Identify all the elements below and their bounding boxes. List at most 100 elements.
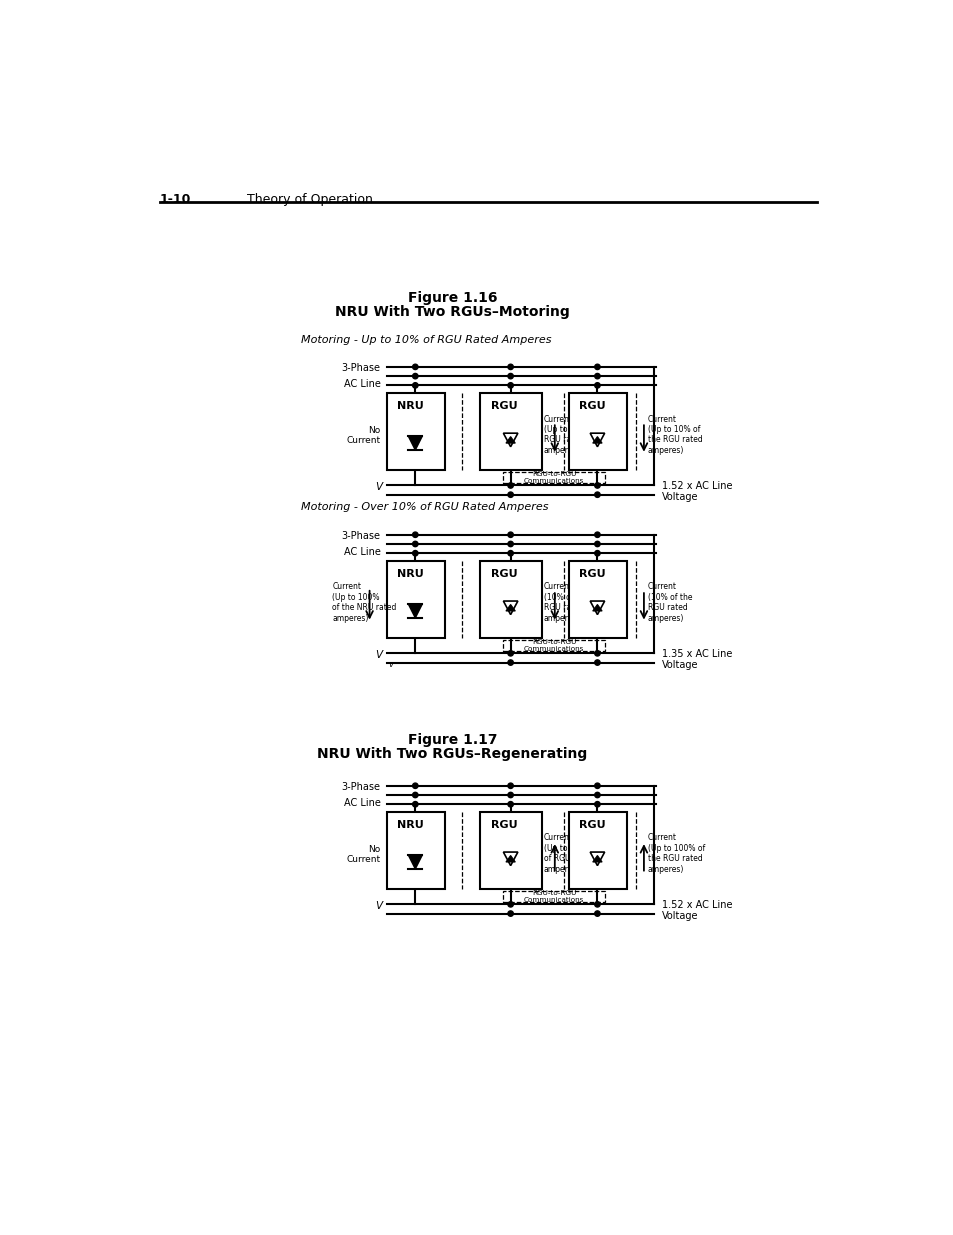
Text: V: V bbox=[375, 650, 382, 659]
Text: NRU: NRU bbox=[396, 401, 423, 411]
Polygon shape bbox=[590, 601, 604, 615]
Circle shape bbox=[507, 651, 513, 656]
Circle shape bbox=[507, 492, 513, 498]
Text: 1.52 x AC Line
Voltage: 1.52 x AC Line Voltage bbox=[661, 900, 732, 921]
Circle shape bbox=[594, 651, 599, 656]
Text: Current
(Up to 100%
of the NRU rated
amperes): Current (Up to 100% of the NRU rated amp… bbox=[332, 583, 396, 622]
Text: AC Line: AC Line bbox=[343, 547, 380, 557]
Text: 1.52 x AC Line
Voltage: 1.52 x AC Line Voltage bbox=[661, 480, 732, 503]
Text: Motoring - Over 10% of RGU Rated Amperes: Motoring - Over 10% of RGU Rated Amperes bbox=[301, 503, 548, 513]
Polygon shape bbox=[592, 604, 601, 611]
Bar bbox=[502, 892, 604, 902]
Circle shape bbox=[507, 364, 513, 369]
Text: AC Line: AC Line bbox=[343, 379, 380, 389]
Polygon shape bbox=[408, 855, 422, 869]
Polygon shape bbox=[505, 604, 515, 611]
Text: Motoring - Up to 10% of RGU Rated Amperes: Motoring - Up to 10% of RGU Rated Ampere… bbox=[301, 335, 551, 345]
Text: Figure 1.17: Figure 1.17 bbox=[407, 734, 497, 747]
Circle shape bbox=[507, 911, 513, 916]
Polygon shape bbox=[590, 433, 604, 447]
Circle shape bbox=[507, 783, 513, 788]
Circle shape bbox=[412, 541, 417, 547]
Bar bbox=[568, 811, 626, 889]
Circle shape bbox=[412, 551, 417, 556]
Polygon shape bbox=[408, 604, 422, 618]
Text: Current
(Up to 100%
of RGU rated
amperes): Current (Up to 100% of RGU rated amperes… bbox=[543, 834, 593, 873]
Text: v: v bbox=[388, 661, 393, 669]
Text: Current
(Up to 10% of
the RGU rated
amperes): Current (Up to 10% of the RGU rated ampe… bbox=[647, 415, 701, 454]
Circle shape bbox=[507, 551, 513, 556]
Circle shape bbox=[507, 902, 513, 906]
Polygon shape bbox=[592, 437, 601, 443]
Text: v: v bbox=[388, 395, 393, 404]
Polygon shape bbox=[408, 436, 422, 450]
Circle shape bbox=[507, 532, 513, 537]
Text: 3-Phase: 3-Phase bbox=[341, 531, 380, 541]
Circle shape bbox=[507, 373, 513, 379]
Text: No
Current: No Current bbox=[346, 845, 380, 864]
Circle shape bbox=[594, 483, 599, 488]
Polygon shape bbox=[592, 856, 601, 862]
Text: 3-Phase: 3-Phase bbox=[341, 782, 380, 793]
Text: RGU-to-RGU
Communications: RGU-to-RGU Communications bbox=[523, 890, 583, 903]
Text: RGU: RGU bbox=[490, 401, 517, 411]
Text: Current
(10% of the
RGU rated
amperes): Current (10% of the RGU rated amperes) bbox=[647, 583, 692, 622]
Bar bbox=[479, 811, 541, 889]
Bar bbox=[502, 472, 604, 483]
Text: RGU-to-RGU
Communications: RGU-to-RGU Communications bbox=[523, 640, 583, 652]
Circle shape bbox=[594, 373, 599, 379]
Text: v: v bbox=[388, 814, 393, 824]
Bar bbox=[386, 811, 444, 889]
Circle shape bbox=[594, 783, 599, 788]
Polygon shape bbox=[505, 856, 515, 862]
Text: NRU With Two RGUs–Motoring: NRU With Two RGUs–Motoring bbox=[335, 305, 569, 319]
Circle shape bbox=[412, 383, 417, 388]
Polygon shape bbox=[505, 437, 515, 443]
Circle shape bbox=[507, 659, 513, 666]
Polygon shape bbox=[590, 852, 604, 866]
Text: RGU: RGU bbox=[490, 820, 517, 830]
Circle shape bbox=[594, 541, 599, 547]
Text: NRU: NRU bbox=[396, 568, 423, 579]
Bar bbox=[386, 393, 444, 471]
Bar bbox=[502, 640, 604, 651]
Text: No
Current: No Current bbox=[346, 426, 380, 445]
Circle shape bbox=[594, 911, 599, 916]
Circle shape bbox=[507, 802, 513, 806]
Text: 1-10: 1-10 bbox=[159, 193, 191, 206]
Bar bbox=[386, 561, 444, 638]
Text: RGU: RGU bbox=[490, 568, 517, 579]
Bar bbox=[479, 561, 541, 638]
Circle shape bbox=[594, 659, 599, 666]
Bar bbox=[568, 561, 626, 638]
Circle shape bbox=[594, 492, 599, 498]
Text: V: V bbox=[375, 482, 382, 492]
Text: v: v bbox=[388, 563, 393, 572]
Text: RGU: RGU bbox=[578, 401, 605, 411]
Circle shape bbox=[412, 802, 417, 806]
Bar bbox=[479, 393, 541, 471]
Polygon shape bbox=[503, 601, 517, 615]
Text: RGU: RGU bbox=[578, 568, 605, 579]
Circle shape bbox=[594, 802, 599, 806]
Polygon shape bbox=[503, 433, 517, 447]
Circle shape bbox=[594, 383, 599, 388]
Circle shape bbox=[412, 364, 417, 369]
Circle shape bbox=[412, 783, 417, 788]
Text: Current
(10% of
RGU rated
amperes): Current (10% of RGU rated amperes) bbox=[543, 583, 583, 622]
Bar bbox=[568, 393, 626, 471]
Circle shape bbox=[594, 902, 599, 906]
Circle shape bbox=[594, 551, 599, 556]
Text: NRU With Two RGUs–Regenerating: NRU With Two RGUs–Regenerating bbox=[317, 747, 587, 761]
Circle shape bbox=[507, 483, 513, 488]
Circle shape bbox=[594, 793, 599, 798]
Text: Current
(Up to 100% of
the RGU rated
amperes): Current (Up to 100% of the RGU rated amp… bbox=[647, 834, 704, 873]
Circle shape bbox=[594, 364, 599, 369]
Text: NRU: NRU bbox=[396, 820, 423, 830]
Text: V: V bbox=[375, 900, 382, 911]
Circle shape bbox=[594, 532, 599, 537]
Text: 3-Phase: 3-Phase bbox=[341, 363, 380, 373]
Text: Theory of Operation: Theory of Operation bbox=[247, 193, 373, 206]
Circle shape bbox=[412, 793, 417, 798]
Circle shape bbox=[507, 383, 513, 388]
